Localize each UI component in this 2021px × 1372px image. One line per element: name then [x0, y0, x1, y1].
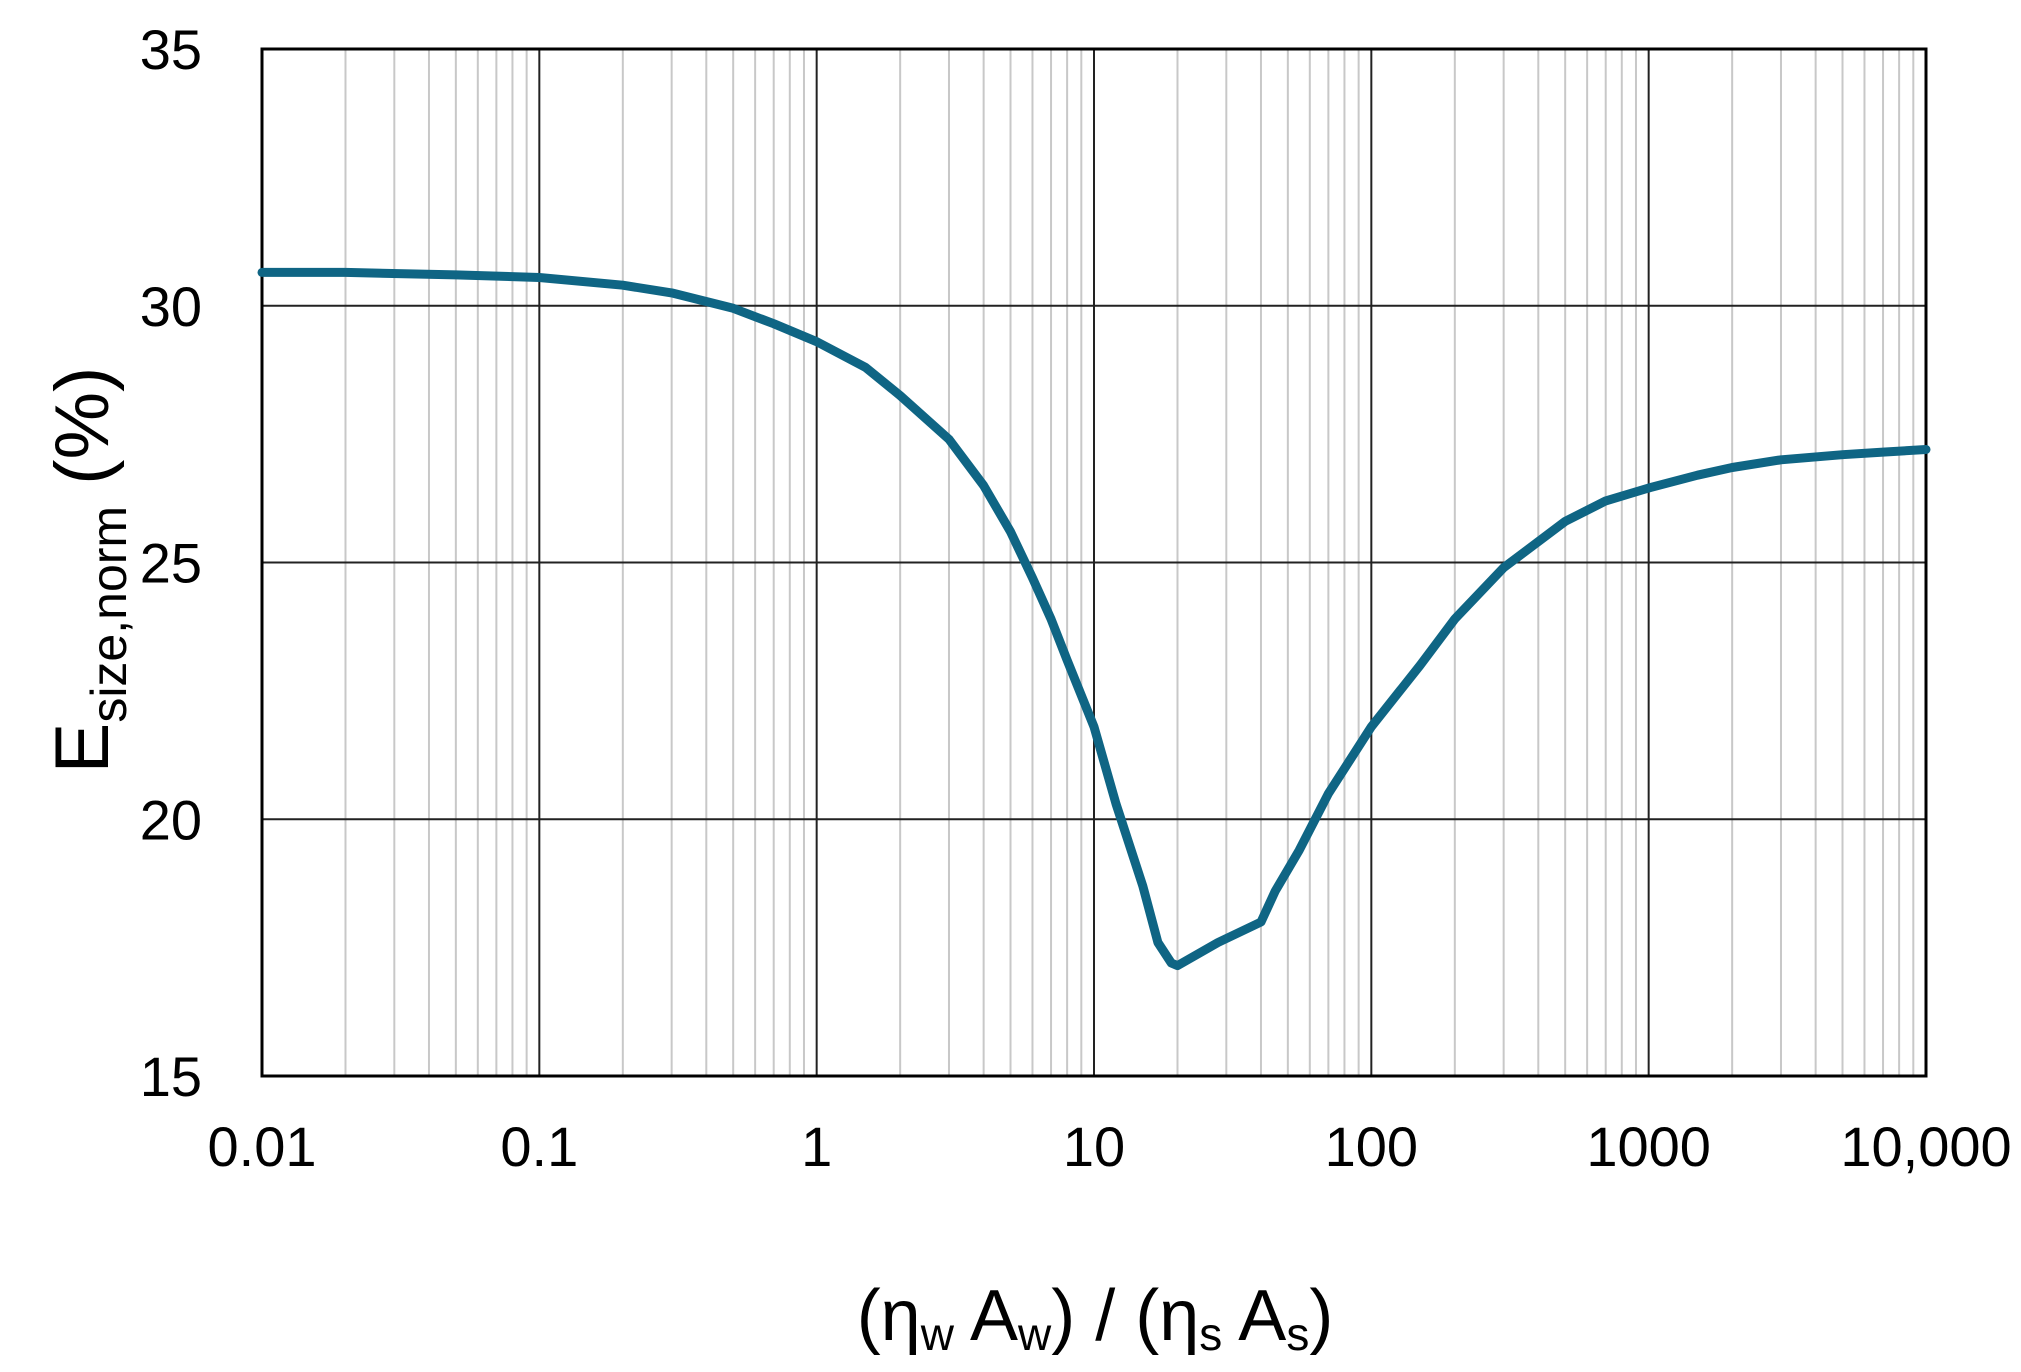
x-tick-label: 10	[1063, 1115, 1125, 1178]
series-line	[257, 267, 1931, 971]
y-tick-labels: 15 20 25 30 35	[140, 18, 202, 1108]
x-tick-label: 1	[801, 1115, 832, 1178]
y-axis-title: Esize,norm (%)	[40, 367, 137, 774]
x-tick-label: 100	[1325, 1115, 1418, 1178]
y-tick-label: 15	[140, 1045, 202, 1108]
y-tick-label: 25	[140, 532, 202, 595]
y-tick-label: 20	[140, 788, 202, 851]
x-tick-label: 0.01	[208, 1115, 317, 1178]
x-tick-labels: 0.01 0.1 1 10 100 1000 10,000	[208, 1115, 2012, 1178]
y-tick-label: 30	[140, 275, 202, 338]
x-axis-title: (ηw Aw) / (ηs As)	[857, 1276, 1334, 1360]
x-tick-label: 10,000	[1840, 1115, 2011, 1178]
x-tick-label: 0.1	[500, 1115, 578, 1178]
plot-frame	[260, 47, 1928, 1078]
y-tick-label: 35	[140, 18, 202, 81]
x-tick-label: 1000	[1586, 1115, 1711, 1178]
